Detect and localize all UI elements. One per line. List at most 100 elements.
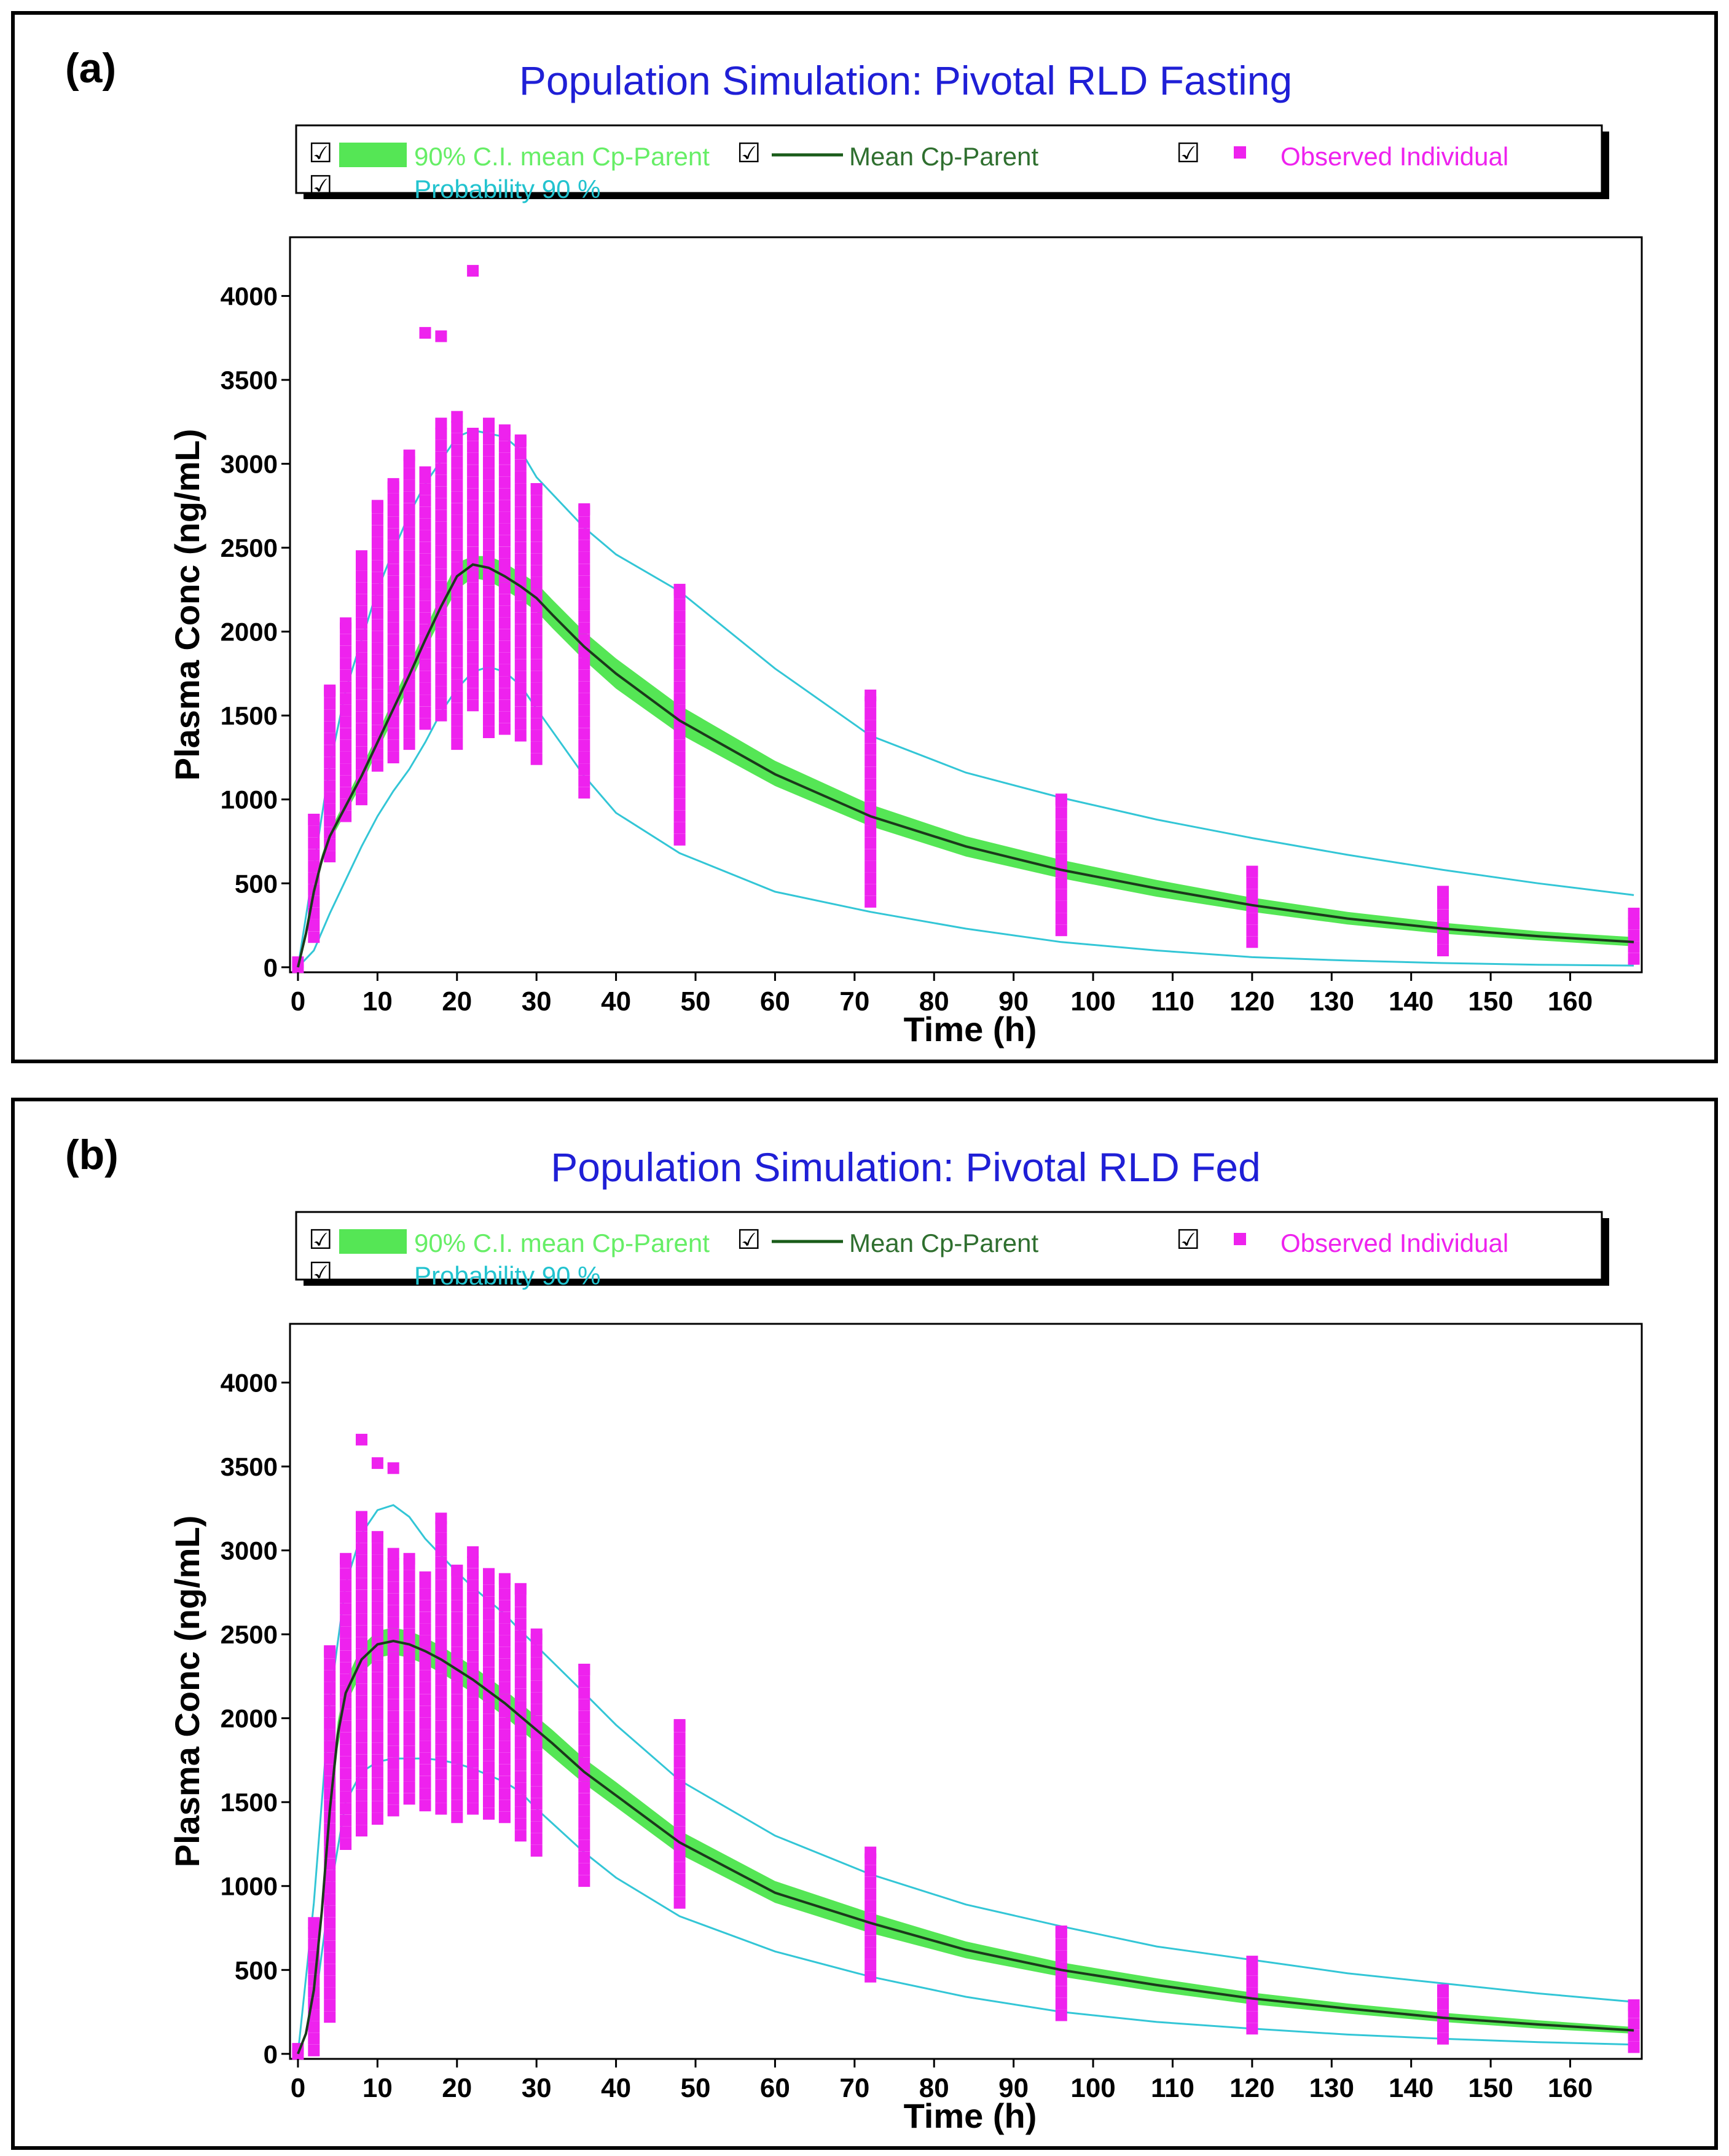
observed-point [514,612,527,624]
observed-point [467,1650,479,1662]
observed-point [435,474,447,487]
observed-point [498,1764,511,1776]
observed-point [530,1715,543,1728]
observed-point [356,1613,367,1626]
observed-point [514,600,527,613]
observed-point [673,822,686,834]
observed-point [483,1772,495,1785]
x-tick-label: 90 [998,2073,1029,2103]
observed-point [324,792,336,804]
observed-point [530,518,543,530]
observed-point [356,1777,367,1790]
observed-point [1246,889,1258,901]
y-tick-label: 3500 [221,366,278,395]
observed-point [578,728,590,740]
observed-point [578,564,590,576]
observed-point [403,1570,415,1582]
observed-point [483,1784,495,1796]
legend-checkbox-probability[interactable]: ☑ [308,171,332,201]
observed-point [324,1940,336,1953]
observed-point [451,515,463,527]
observed-point [530,683,543,694]
observed-point [451,1670,463,1682]
observed-point [467,511,479,524]
observed-point [1246,924,1258,937]
observed-point [498,605,511,618]
observed-point [1437,945,1449,956]
observed-point [1628,907,1640,919]
observed-point [356,1707,367,1719]
observed-point [387,669,399,682]
legend-checkbox-ci[interactable]: ☑ [308,1225,332,1255]
x-tick-label: 20 [442,2073,472,2103]
observed-point [1055,877,1067,889]
observed-point [387,622,399,634]
observed-point [371,677,383,690]
plot-content [292,265,1640,974]
observed-point [498,711,511,723]
observed-point [498,452,511,465]
observed-point [1055,1997,1067,2010]
observed-point [403,1781,415,1793]
x-tick-label: 80 [919,986,949,1017]
x-axis-ticks: 0 10 20 30 40 50 60 70 80 90 100 110 120 130 140 150 160 [291,972,1593,1017]
observed-point [403,503,415,515]
observed-point [514,447,527,460]
observed-point [387,634,399,646]
observed-point [435,1626,447,1639]
observed-point [578,575,590,588]
legend-observed-label: Observed Individual [1280,142,1508,171]
chart-title: Population Simulation: Pivotal RLD Fed [551,1144,1261,1190]
x-tick-label: 30 [522,2073,552,2103]
legend-checkbox-observed[interactable]: ☑ [1176,1225,1200,1255]
observed-point [435,509,447,522]
observed-point [371,1754,383,1766]
observed-point [356,1825,367,1837]
y-tick-label: 4000 [221,1369,278,1398]
observed-point [530,600,543,613]
observed-point [340,1591,352,1603]
observed-point [340,1744,352,1757]
observed-point [451,1694,463,1706]
observed-point [435,1568,447,1580]
observed-point [578,610,590,623]
observed-point [864,837,877,849]
legend-checkbox-ci[interactable]: ☑ [308,138,332,168]
x-tick-label: 160 [1548,2073,1593,2103]
legend-ci-label: 90% C.I. mean Cp-Parent [414,142,710,171]
legend-observed-swatch [1234,146,1246,159]
legend-checkbox-mean[interactable]: ☑ [737,138,761,168]
observed-point [308,849,320,861]
observed-point [340,775,352,787]
legend-checkbox-observed[interactable]: ☑ [1176,138,1200,168]
observed-point [530,541,543,554]
observed-point [1055,1986,1067,1998]
x-tick-label: 90 [998,986,1029,1017]
observed-point [1246,1988,1258,1999]
observed-point [498,688,511,700]
observed-point [498,1741,511,1753]
observed-point [451,585,463,597]
observed-point [403,468,415,480]
observed-point [324,698,336,710]
observed-point [340,681,352,693]
observed-point [514,1653,527,1666]
legend-checkbox-mean[interactable]: ☑ [737,1225,761,1255]
observed-point [371,701,383,714]
observed-point [419,1682,431,1694]
observed-point [435,698,447,710]
observed-point [1055,2009,1067,2021]
observed-point [403,515,415,527]
observed-point [864,801,877,814]
observed-point [451,1800,463,1812]
observed-point [467,652,479,664]
observed-point [419,1588,431,1600]
observed-point [467,1615,479,1627]
observed-point [1055,842,1067,854]
observed-point [435,1603,447,1615]
legend-checkbox-probability[interactable]: ☑ [308,1257,332,1288]
observed-point [483,417,495,430]
observed-point [308,860,320,873]
observed-point [483,597,495,609]
observed-point [514,1677,527,1689]
